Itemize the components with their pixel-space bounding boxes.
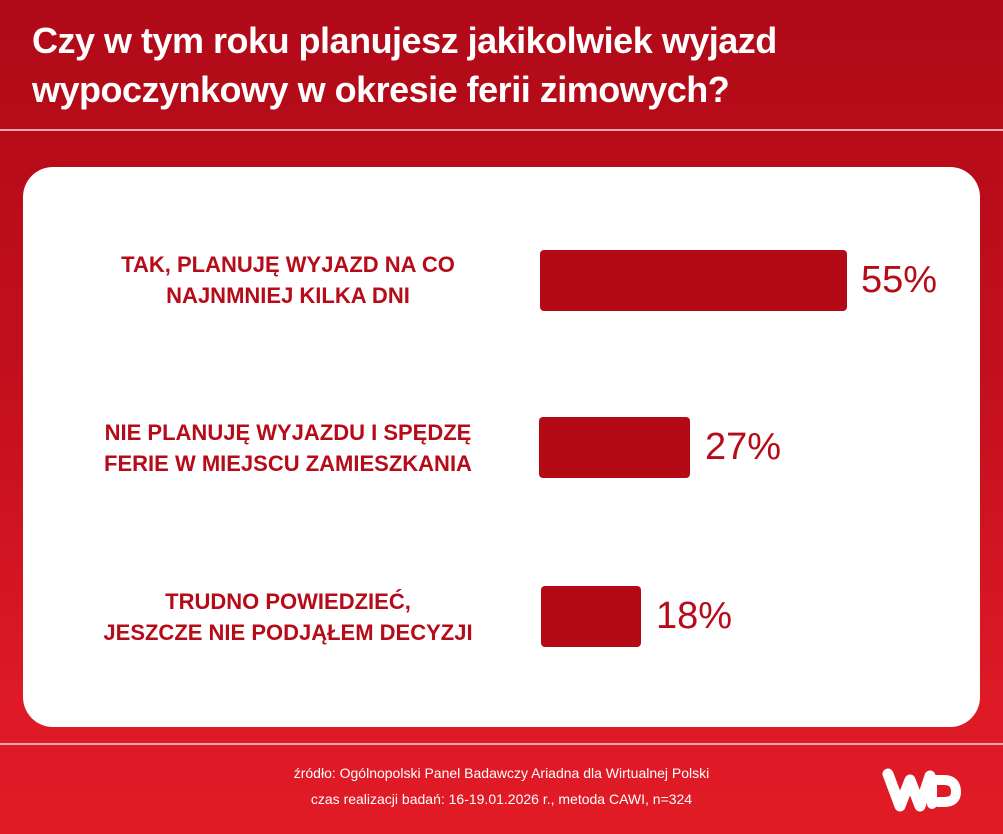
- header-divider: [0, 129, 1003, 131]
- bar-label: NIE PLANUJĘ WYJAZDU I SPĘDZĘ FERIE W MIE…: [53, 417, 523, 479]
- bar-row-undecided: TRUDNO POWIEDZIEĆ, JESZCZE NIE PODJĄŁEM …: [23, 586, 980, 648]
- chart-card: TAK, PLANUJĘ WYJAZD NA CO NAJNMNIEJ KILK…: [23, 167, 980, 727]
- chart-title: Czy w tym roku planujesz jakikolwiek wyj…: [32, 20, 777, 110]
- bar-label-line: TRUDNO POWIEDZIEĆ,: [165, 589, 411, 614]
- bar-label-line: NAJNMNIEJ KILKA DNI: [166, 283, 410, 308]
- bar-label-line: TAK, PLANUJĘ WYJAZD NA CO: [121, 252, 455, 277]
- footer-divider: [0, 743, 1003, 745]
- survey-details-text: czas realizacji badań: 16-19.01.2026 r.,…: [310, 791, 693, 807]
- bar-value: 55%: [861, 259, 938, 301]
- bar-label: TAK, PLANUJĘ WYJAZD NA CO NAJNMNIEJ KILK…: [53, 249, 523, 311]
- bar: [541, 586, 641, 647]
- bar-value: 27%: [705, 426, 782, 468]
- bar-label: TRUDNO POWIEDZIEĆ, JESZCZE NIE PODJĄŁEM …: [53, 586, 523, 648]
- bar-row-no: NIE PLANUJĘ WYJAZDU I SPĘDZĘ FERIE W MIE…: [23, 417, 980, 479]
- bar: [539, 417, 690, 478]
- source-footer: źródło: Ogólnopolski Panel Badawczy Aria…: [0, 760, 1003, 812]
- bar-label-line: FERIE W MIEJSCU ZAMIESZKANIA: [104, 451, 472, 476]
- bar-label-line: NIE PLANUJĘ WYJAZDU I SPĘDZĘ: [104, 420, 472, 445]
- source-text: źródło: Ogólnopolski Panel Badawczy Aria…: [293, 765, 710, 781]
- bar-value: 18%: [656, 595, 733, 637]
- bar-label-line: JESZCZE NIE PODJĄŁEM DECYZJI: [103, 620, 473, 645]
- bar-row-yes: TAK, PLANUJĘ WYJAZD NA CO NAJNMNIEJ KILK…: [23, 249, 980, 311]
- wp-logo-icon: [880, 764, 964, 816]
- bar: [540, 250, 847, 311]
